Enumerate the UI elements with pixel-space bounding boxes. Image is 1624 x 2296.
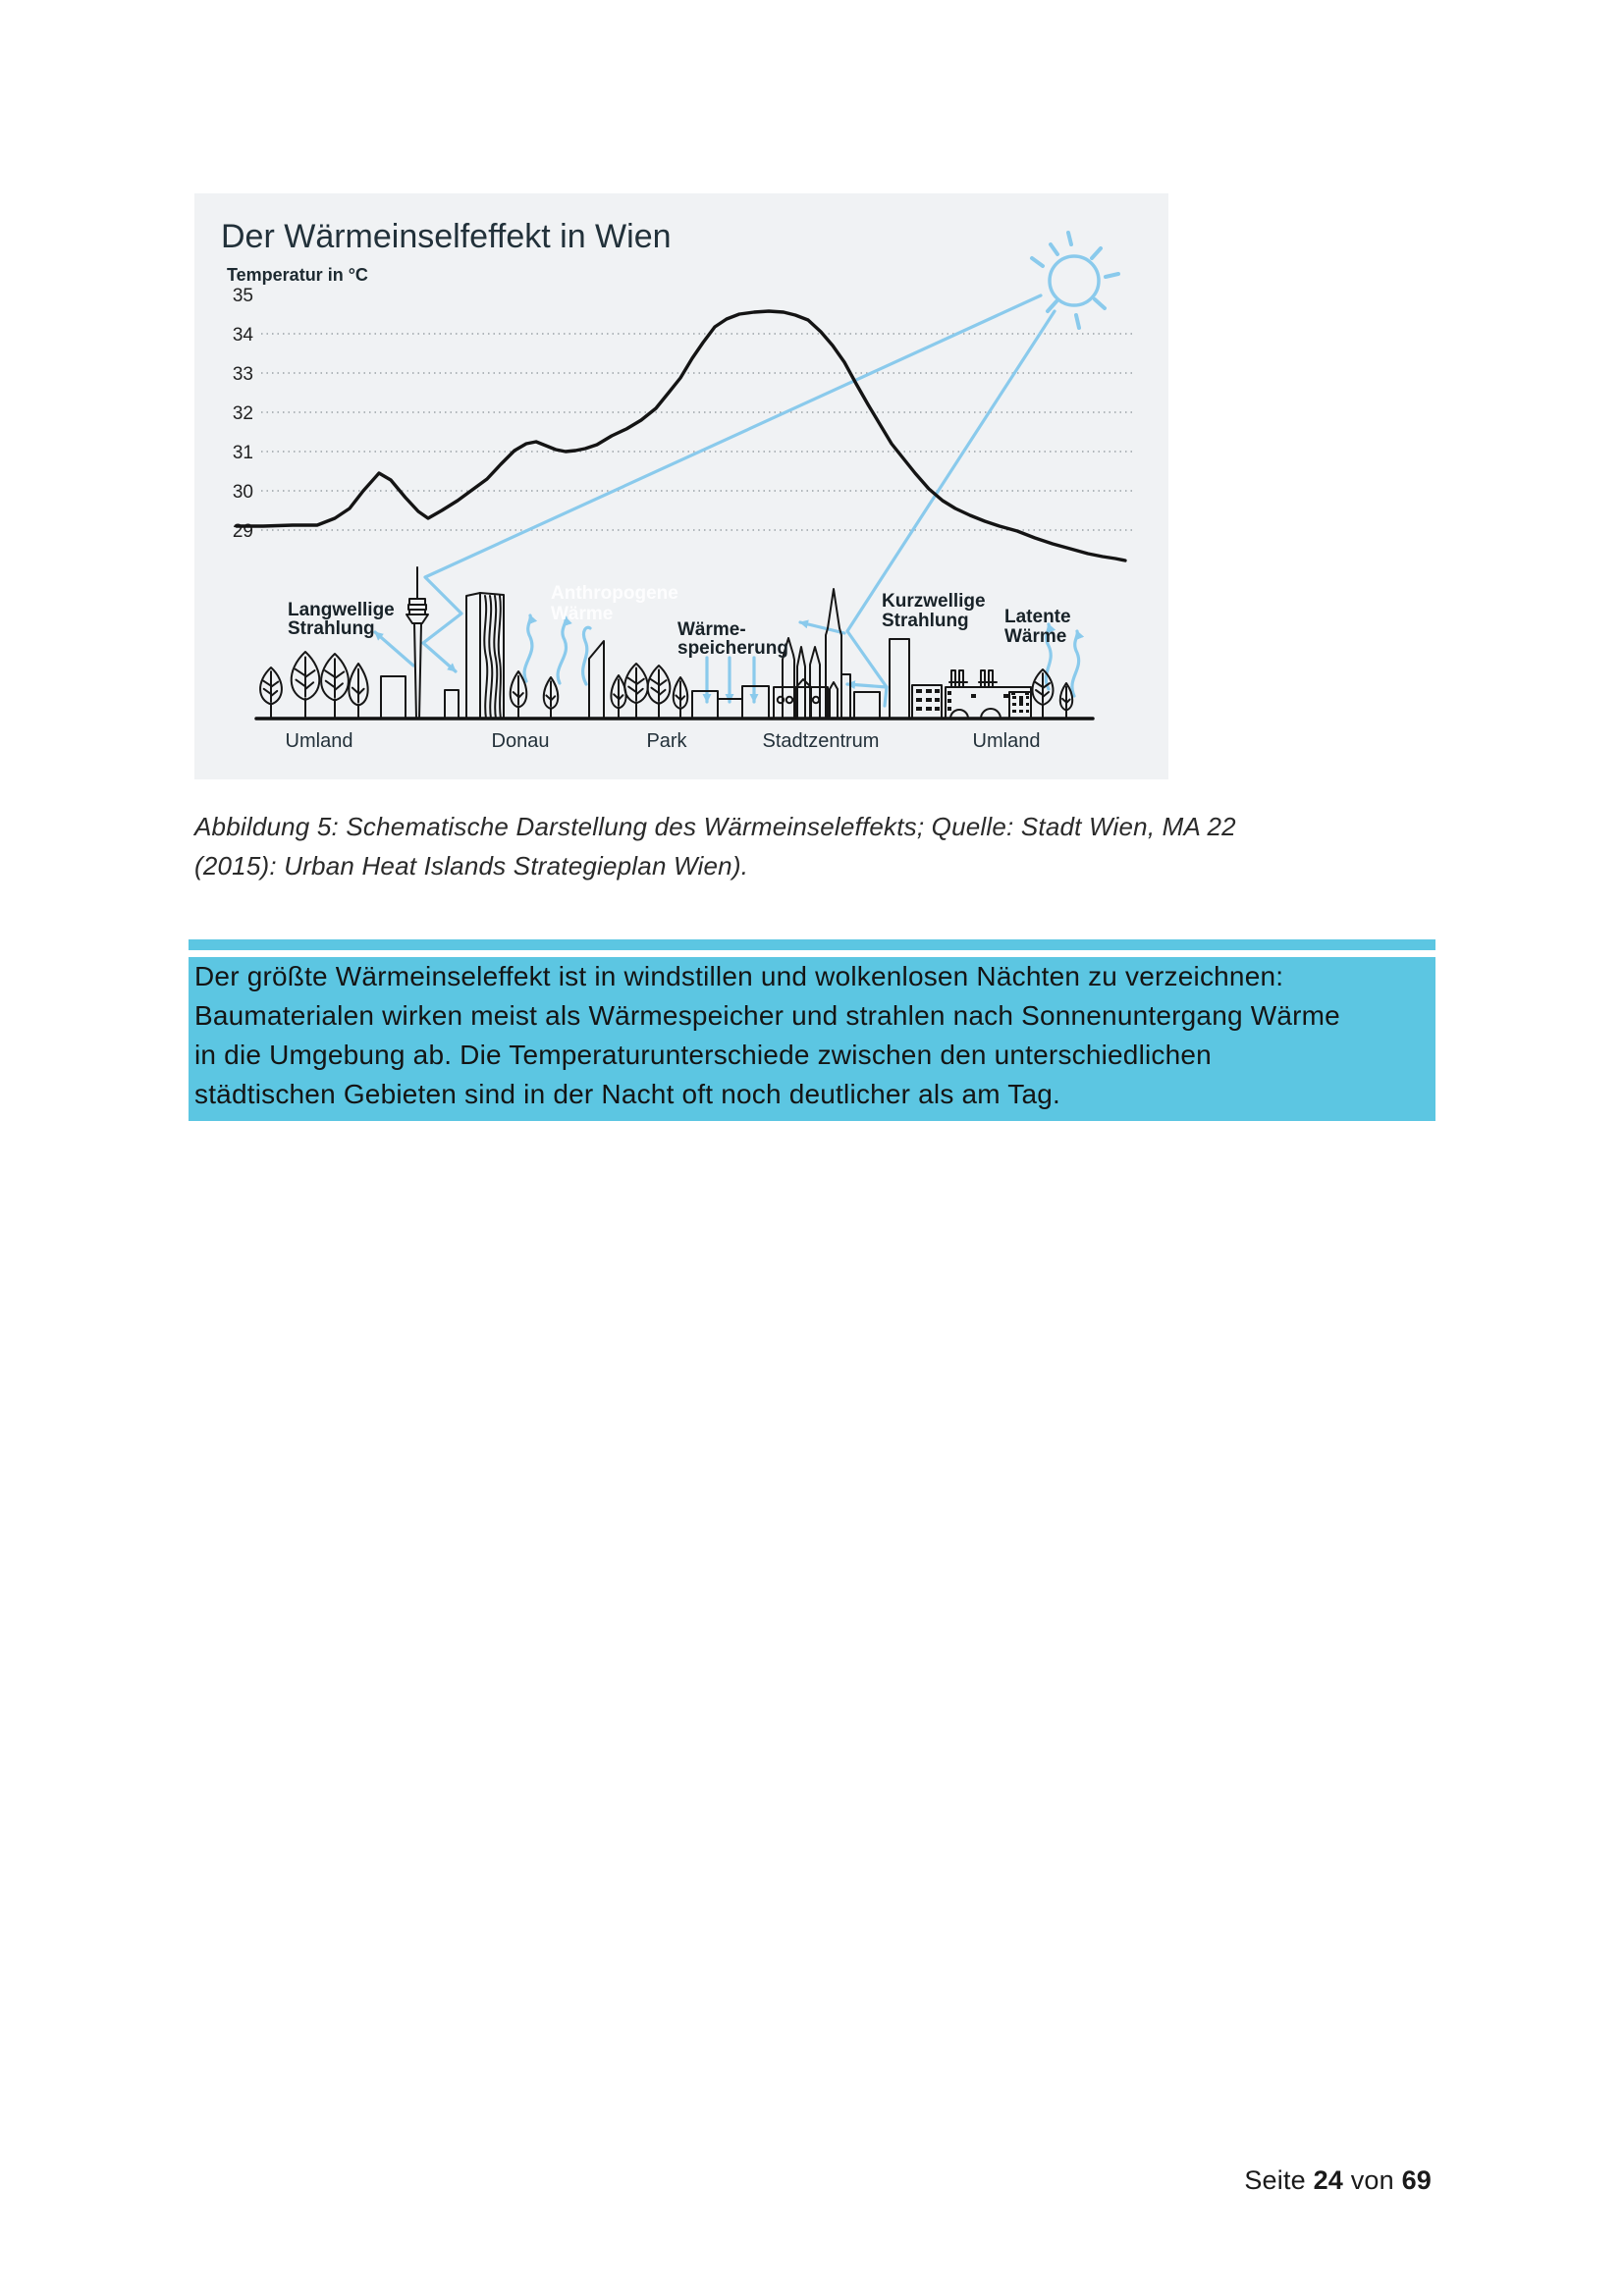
latent-heat-arrow bbox=[1044, 622, 1056, 691]
label-longwave-2: Strahlung bbox=[288, 618, 375, 639]
label-latent-1: Latente bbox=[1004, 607, 1071, 627]
highlight-line-3: in die Umgebung ab. Die Temperaturunters… bbox=[194, 1040, 1212, 1070]
highlight-line-4: städtischen Gebieten sind in der Nacht o… bbox=[194, 1079, 1060, 1109]
y-tick-35: 35 bbox=[233, 286, 253, 306]
label-latent-2: Wärme bbox=[1004, 626, 1066, 647]
windowed-building bbox=[911, 684, 943, 720]
label-heat-storage-2: speicherung bbox=[677, 638, 788, 659]
y-tick-32: 32 bbox=[233, 403, 253, 424]
y-tick-29: 29 bbox=[233, 521, 253, 542]
footer-page-number: 24 bbox=[1313, 2165, 1344, 2195]
label-anthropogenic-1: Anthropogene bbox=[551, 583, 678, 604]
y-tick-31: 31 bbox=[233, 443, 253, 463]
x-label-stadtzentrum: Stadtzentrum bbox=[763, 730, 880, 752]
caption-line-1: Abbildung 5: Schematische Darstellung de… bbox=[194, 812, 1236, 841]
temperature-curve bbox=[235, 309, 1127, 562]
anthropogenic-heat-arrow bbox=[522, 614, 538, 683]
gridlines bbox=[261, 333, 1132, 531]
dc-tower bbox=[465, 592, 505, 720]
page-footer: Seite 24 von 69 bbox=[0, 2165, 1432, 2196]
radiation-beams bbox=[373, 294, 1085, 708]
donauturm bbox=[406, 566, 429, 720]
highlight-line-2: Baumaterialen wirken meist als Wärmespei… bbox=[194, 1000, 1340, 1031]
label-heat-storage-1: Wärme- bbox=[677, 619, 746, 640]
y-tick-33: 33 bbox=[233, 364, 253, 385]
figure-caption: Abbildung 5: Schematische Darstellung de… bbox=[194, 807, 1451, 885]
longwave-arrow bbox=[373, 630, 415, 667]
heat-island-chart: Der Wärmeinselfeffekt in Wien Temperatur… bbox=[221, 218, 1132, 752]
x-label-umland-left: Umland bbox=[286, 730, 353, 752]
label-anthropogenic-2: Wärme bbox=[551, 604, 613, 624]
label-longwave-1: Langwellige bbox=[288, 600, 395, 620]
x-label-umland-right: Umland bbox=[973, 730, 1041, 752]
highlighted-paragraph: Der größte Wärmeinseleffekt ist in winds… bbox=[189, 957, 1435, 1121]
caption-line-2: (2015): Urban Heat Islands Strategieplan… bbox=[194, 851, 749, 881]
cathedral bbox=[773, 588, 851, 720]
heat-island-figure: Der Wärmeinselfeffekt in Wien Temperatur… bbox=[194, 193, 1168, 779]
latent-heat-arrow bbox=[1070, 629, 1085, 698]
palace-building bbox=[945, 669, 1032, 720]
windowed-building-right bbox=[1008, 691, 1032, 720]
footer-prefix: Seite bbox=[1244, 2165, 1314, 2195]
city-skyline bbox=[254, 566, 1095, 721]
y-tick-30: 30 bbox=[233, 482, 253, 503]
anthropogenic-heat-arrow bbox=[556, 615, 572, 685]
highlight-line-1: Der größte Wärmeinseleffekt ist in winds… bbox=[194, 961, 1284, 991]
y-tick-34: 34 bbox=[233, 325, 254, 346]
sun-icon bbox=[1030, 231, 1120, 330]
y-axis-title: Temperatur in °C bbox=[227, 265, 368, 285]
highlight-strip bbox=[189, 939, 1435, 950]
label-shortwave-2: Strahlung bbox=[882, 611, 969, 631]
footer-total-pages: 69 bbox=[1401, 2165, 1432, 2195]
x-label-park: Park bbox=[646, 730, 687, 752]
x-label-donau: Donau bbox=[492, 730, 550, 752]
label-shortwave-1: Kurzwellige bbox=[882, 591, 986, 612]
footer-separator: von bbox=[1343, 2165, 1402, 2195]
figure-title: Der Wärmeinselfeffekt in Wien bbox=[221, 218, 672, 255]
